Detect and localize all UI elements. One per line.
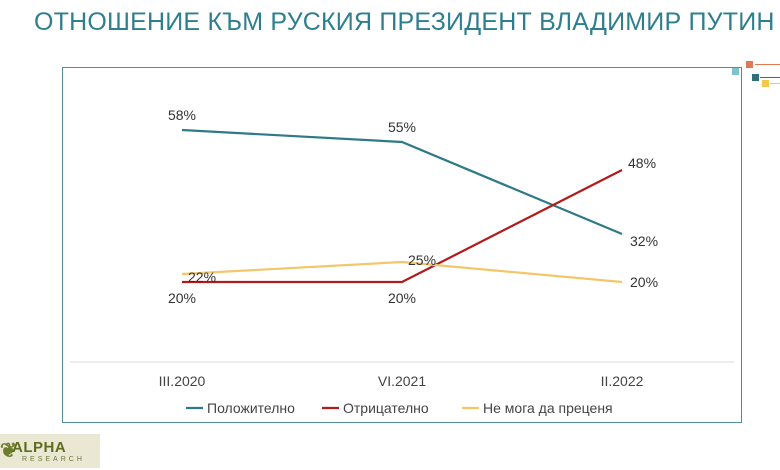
legend-label: Положително bbox=[207, 400, 295, 416]
logo-sub: RESEARCH bbox=[22, 456, 85, 463]
data-label: 25% bbox=[408, 252, 436, 268]
x-tick-label: VI.2021 bbox=[378, 373, 426, 389]
alpha-research-logo: ❦ ALPHA RESEARCH bbox=[0, 434, 100, 468]
decor-square-orange bbox=[746, 61, 753, 68]
data-label: 20% bbox=[630, 274, 658, 290]
legend-label: Не мога да преценя bbox=[483, 400, 613, 416]
data-label: 20% bbox=[388, 290, 416, 306]
series-line-2 bbox=[182, 169, 623, 284]
data-label: 48% bbox=[628, 155, 656, 171]
decor-square-teal bbox=[752, 74, 759, 81]
chart-frame bbox=[62, 67, 742, 423]
decor-square-cyan bbox=[732, 68, 739, 75]
data-label: 32% bbox=[630, 233, 658, 249]
decor-line-teal bbox=[760, 77, 780, 78]
series-line-1 bbox=[181, 128, 623, 236]
data-label: 58% bbox=[168, 107, 196, 123]
decor-line-yellow bbox=[770, 83, 780, 84]
legend-label: Отрицателно bbox=[343, 400, 429, 416]
logo-leaf-icon: ❦ bbox=[0, 440, 17, 462]
x-tick-label: II.2022 bbox=[601, 373, 644, 389]
series-line-3 bbox=[181, 260, 623, 284]
data-label: 55% bbox=[388, 119, 416, 135]
data-label: 22% bbox=[188, 269, 216, 285]
decor-line-orange bbox=[755, 64, 780, 65]
logo-name: ALPHA bbox=[12, 439, 67, 456]
page-title: ОТНОШЕНИЕ КЪМ РУСКИЯ ПРЕЗИДЕНТ ВЛАДИМИР … bbox=[34, 8, 775, 36]
decor-square-yellow bbox=[762, 80, 769, 87]
x-tick-label: III.2020 bbox=[159, 373, 206, 389]
data-label: 20% bbox=[168, 290, 196, 306]
